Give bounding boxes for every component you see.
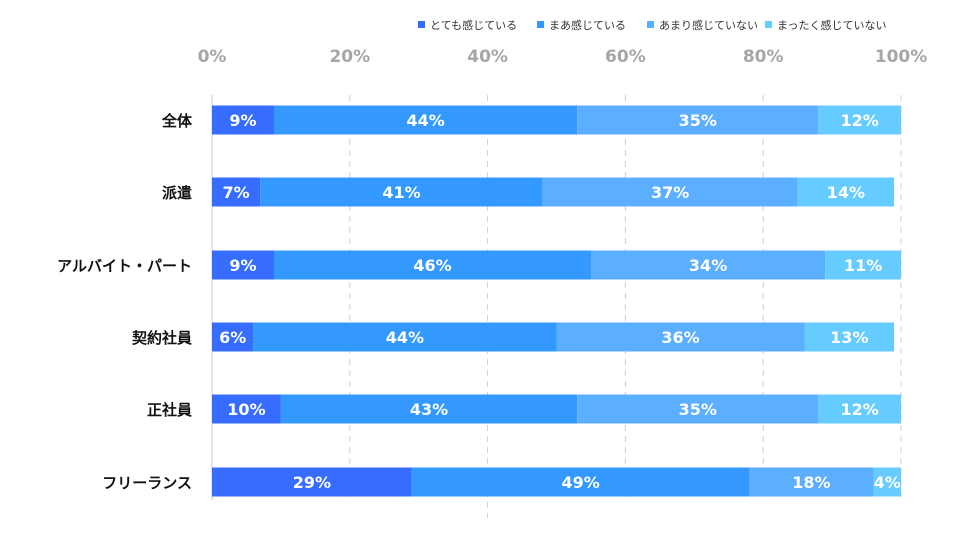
- bar-segment: [280, 394, 578, 424]
- x-tick-label: 80%: [743, 47, 784, 67]
- bar-segment: [253, 322, 557, 352]
- data-label: 44%: [386, 328, 424, 347]
- data-label: 44%: [406, 111, 444, 130]
- bar-segment: [590, 250, 826, 280]
- gridlines: [211, 95, 902, 518]
- bar-segment: [212, 467, 412, 497]
- legend-label: あまり感じていない: [659, 19, 758, 32]
- legend-label: まったく感じていない: [777, 19, 887, 32]
- bar-segment: [577, 394, 819, 424]
- data-label: 36%: [661, 328, 699, 347]
- data-label: 49%: [561, 473, 599, 492]
- legend-swatch: [537, 21, 544, 28]
- bar-segment: [212, 394, 281, 424]
- data-label: 41%: [382, 183, 420, 202]
- legend-label: まあ感じている: [549, 19, 626, 32]
- bar-segment: [577, 105, 819, 135]
- legend-swatch: [647, 21, 654, 28]
- bar-segment: [212, 177, 261, 207]
- data-label: 35%: [679, 400, 717, 419]
- bar-segment: [212, 250, 275, 280]
- category-label: 全体: [161, 112, 193, 130]
- bar-segment: [411, 467, 750, 497]
- data-label: 10%: [227, 400, 265, 419]
- bar-segment: [873, 467, 901, 497]
- bar-segment: [825, 250, 901, 280]
- legend-swatch: [418, 21, 425, 28]
- bars: 9% 44% 35% 12% 7% 41% 37% 14% 9% 46% 34% 11% 6% 44% 36…: [212, 105, 901, 497]
- bar-segment: [260, 177, 543, 207]
- bar-segment: [804, 322, 895, 352]
- category-label: 正社員: [147, 401, 192, 419]
- category-label: 派遣: [162, 184, 192, 202]
- category-label: 契約社員: [131, 329, 192, 347]
- data-label: 14%: [827, 183, 865, 202]
- bar-segment: [274, 105, 578, 135]
- x-tick-label: 0%: [198, 47, 227, 67]
- data-label: 43%: [410, 400, 448, 419]
- bar-segment: [797, 177, 895, 207]
- data-label: 4%: [874, 473, 901, 492]
- x-tick-label: 20%: [329, 47, 370, 67]
- legend-swatch: [765, 21, 772, 28]
- bar-segment: [818, 394, 901, 424]
- bar-segment: [212, 105, 275, 135]
- data-label: 35%: [679, 111, 717, 130]
- x-tick-label: 60%: [605, 47, 646, 67]
- data-label: 9%: [229, 256, 256, 275]
- x-axis-tick-labels: 0% 20% 40% 60% 80% 100%: [198, 47, 928, 67]
- bar-segment: [274, 250, 591, 280]
- data-label: 46%: [413, 256, 451, 275]
- x-tick-label: 40%: [467, 47, 508, 67]
- legend: とても感じている まあ感じている あまり感じていない まったく感じていない: [418, 19, 887, 32]
- data-label: 12%: [841, 400, 879, 419]
- data-label: 13%: [830, 328, 868, 347]
- data-label: 29%: [293, 473, 331, 492]
- data-label: 7%: [223, 183, 250, 202]
- bar-segment: [749, 467, 874, 497]
- data-label: 37%: [651, 183, 689, 202]
- bar-segment: [818, 105, 901, 135]
- data-label: 12%: [841, 111, 879, 130]
- bar-segment: [542, 177, 798, 207]
- x-tick-label: 100%: [875, 47, 928, 67]
- data-label: 34%: [689, 256, 727, 275]
- category-label: フリーランス: [102, 474, 192, 492]
- data-label: 11%: [844, 256, 882, 275]
- bar-segment: [212, 322, 254, 352]
- data-label: 18%: [792, 473, 830, 492]
- legend-label: とても感じている: [430, 19, 517, 32]
- bar-segment: [556, 322, 805, 352]
- category-label: アルバイト・パート: [57, 257, 192, 275]
- data-label: 6%: [219, 328, 246, 347]
- data-label: 9%: [229, 111, 256, 130]
